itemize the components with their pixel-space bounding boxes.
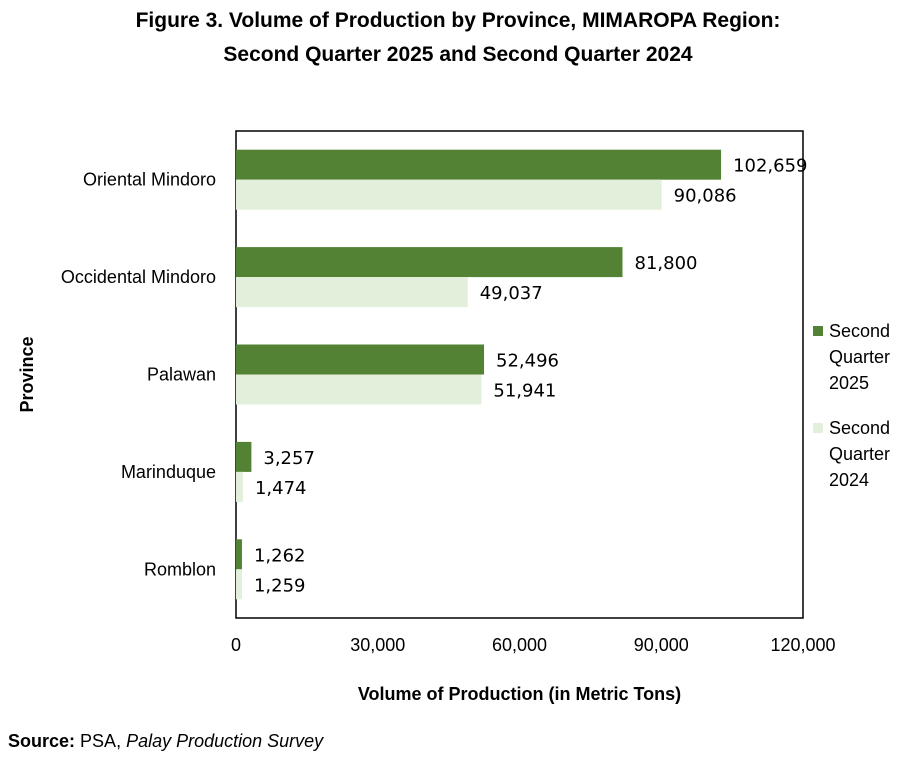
y-tick-label: Marinduque (121, 462, 216, 482)
data-label: 51,941 (493, 381, 556, 402)
bar (236, 374, 482, 405)
source-survey: Palay Production Survey (126, 731, 324, 751)
source-org: PSA, (80, 731, 127, 751)
y-tick-label: Occidental Mindoro (61, 267, 216, 287)
y-tick-label: Palawan (147, 365, 216, 385)
x-tick-label: 120,000 (770, 635, 835, 655)
x-axis-title: Volume of Production (in Metric Tons) (358, 684, 681, 704)
legend-label: Second (829, 321, 890, 341)
legend-label: 2025 (829, 373, 869, 393)
data-label: 3,257 (263, 448, 315, 469)
bar (236, 471, 243, 502)
legend-swatch (813, 326, 823, 336)
data-label: 81,800 (635, 253, 698, 274)
bar (236, 539, 242, 570)
legend-label: Quarter (829, 444, 890, 464)
bar (236, 247, 623, 278)
y-tick-label: Oriental Mindoro (83, 170, 216, 190)
bar (236, 569, 242, 600)
x-tick-label: 0 (231, 635, 241, 655)
source-note: Source: PSA, Palay Production Survey (8, 731, 323, 752)
x-tick-label: 90,000 (634, 635, 689, 655)
source-label: Source: (8, 731, 76, 751)
chart-title-line-2: Second Quarter 2025 and Second Quarter 2… (223, 43, 693, 66)
bar (236, 277, 468, 308)
legend-label: Quarter (829, 347, 890, 367)
legend-swatch (813, 423, 823, 433)
y-axis-title: Province (17, 336, 37, 412)
x-tick-label: 30,000 (350, 635, 405, 655)
legend-label: Second (829, 418, 890, 438)
bar (236, 344, 485, 375)
chart-title: Figure 3. Volume of Production by Provin… (0, 4, 916, 72)
chart-title-line-1: Figure 3. Volume of Production by Provin… (135, 9, 781, 32)
data-label: 1,259 (254, 575, 306, 596)
bar (236, 179, 662, 210)
data-label: 90,086 (674, 186, 737, 207)
y-tick-label: Romblon (144, 559, 216, 579)
data-label: 52,496 (496, 351, 559, 372)
data-label: 1,474 (255, 478, 307, 499)
x-tick-label: 60,000 (492, 635, 547, 655)
bar (236, 441, 252, 472)
data-label: 102,659 (733, 156, 807, 177)
legend-label: 2024 (829, 470, 869, 490)
data-label: 1,262 (254, 545, 306, 566)
bar (236, 149, 722, 180)
data-label: 49,037 (480, 283, 543, 304)
